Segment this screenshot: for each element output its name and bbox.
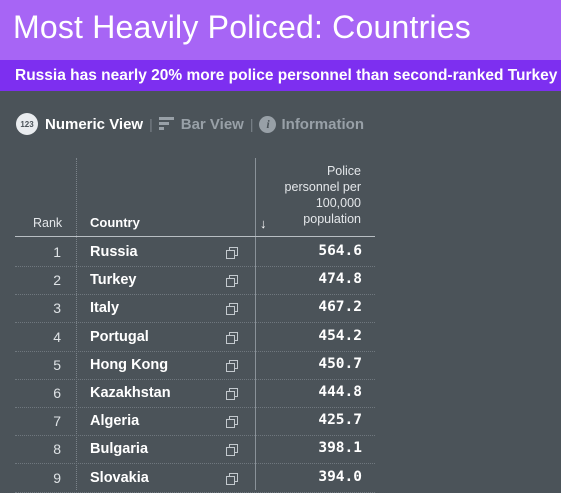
rank-cell: 6 (53, 385, 61, 401)
subtitle-banner (0, 60, 561, 91)
country-cell: Algeria (90, 413, 140, 430)
country-cell: Russia (90, 244, 138, 260)
column-divider (255, 158, 256, 490)
page-subtitle: Russia has nearly 20% more police person… (15, 67, 558, 84)
table-row[interactable]: 5 Hong Kong 450.7 (15, 351, 375, 380)
metric-header-line: personnel per (284, 180, 361, 194)
table-row[interactable]: 9 Slovakia 394.0 (15, 464, 375, 493)
country-column-header[interactable]: Country (90, 215, 140, 230)
open-details-icon[interactable] (226, 388, 238, 400)
table-row[interactable]: 7 Algeria 425.7 (15, 407, 375, 437)
rank-cell: 8 (53, 441, 61, 458)
open-details-icon[interactable] (226, 303, 238, 316)
open-details-icon[interactable] (226, 416, 238, 429)
title-banner: Most Heavily Policed: Countries (0, 0, 561, 60)
page-title: Most Heavily Policed: Countries (13, 9, 471, 45)
country-cell: Kazakhstan (90, 385, 171, 401)
value-cell: 467.2 (318, 299, 362, 316)
info-icon: i (259, 115, 277, 133)
value-cell: 564.6 (318, 243, 362, 259)
numeric-badge-icon: 123 (16, 113, 38, 135)
bar-chart-icon (158, 117, 174, 130)
table-row[interactable]: 3 Italy 467.2 (15, 294, 375, 324)
rank-column-header[interactable]: Rank (33, 216, 63, 230)
value-cell: 444.8 (318, 384, 362, 400)
country-cell: Turkey (90, 272, 137, 289)
value-cell: 398.1 (318, 440, 362, 457)
table-row[interactable]: 6 Kazakhstan 444.8 (15, 379, 375, 408)
country-cell: Portugal (90, 328, 149, 345)
value-cell: 394.0 (318, 468, 362, 485)
view-separator: | (249, 116, 254, 132)
open-details-icon[interactable] (226, 275, 238, 288)
bar-view-label: Bar View (180, 115, 244, 133)
value-cell: 454.2 (318, 327, 362, 344)
view-separator: | (149, 116, 153, 132)
open-details-icon[interactable] (226, 331, 238, 344)
information-label: Information (281, 115, 364, 133)
table-row[interactable]: 8 Bulgaria 398.1 (15, 435, 375, 465)
rank-cell: 5 (53, 356, 61, 373)
open-details-icon[interactable] (226, 444, 238, 457)
sort-arrow-icon[interactable]: ↓ (260, 216, 267, 231)
metric-header-line: population (303, 212, 361, 226)
country-cell: Hong Kong (90, 356, 169, 373)
table-row[interactable]: 2 Turkey 474.8 (15, 266, 375, 296)
metric-header-line: Police (326, 164, 361, 178)
numeric-view-label: Numeric View (45, 115, 144, 133)
table-row[interactable]: 4 Portugal 454.2 (15, 323, 375, 352)
column-divider (76, 158, 77, 490)
open-details-icon[interactable] (226, 359, 238, 372)
metric-column-header[interactable]: Police personnel per 100,000 population (265, 163, 361, 227)
rank-cell: 7 (53, 413, 61, 430)
value-cell: 450.7 (318, 355, 362, 372)
value-cell: 425.7 (318, 412, 362, 429)
table-row[interactable]: 1 Russia 564.6 (15, 238, 375, 267)
rank-cell: 2 (53, 272, 61, 289)
numeric-view-tab[interactable]: 123 Numeric View (16, 113, 143, 135)
country-cell: Italy (90, 300, 120, 317)
bar-view-tab[interactable]: Bar View (158, 115, 244, 133)
header-rule (15, 236, 375, 237)
information-tab[interactable]: i Information (259, 115, 364, 133)
rank-cell: 1 (53, 244, 61, 260)
rank-cell: 3 (53, 300, 61, 317)
rank-cell: 9 (53, 469, 61, 486)
rank-cell: 4 (53, 328, 61, 345)
value-cell: 474.8 (318, 271, 362, 288)
country-cell: Slovakia (90, 469, 149, 486)
view-switcher: 123 Numeric View | Bar View | i Informat… (16, 112, 364, 136)
metric-header-line: 100,000 (315, 196, 361, 210)
country-cell: Bulgaria (90, 441, 149, 458)
open-details-icon[interactable] (226, 472, 238, 485)
open-details-icon[interactable] (226, 247, 238, 259)
